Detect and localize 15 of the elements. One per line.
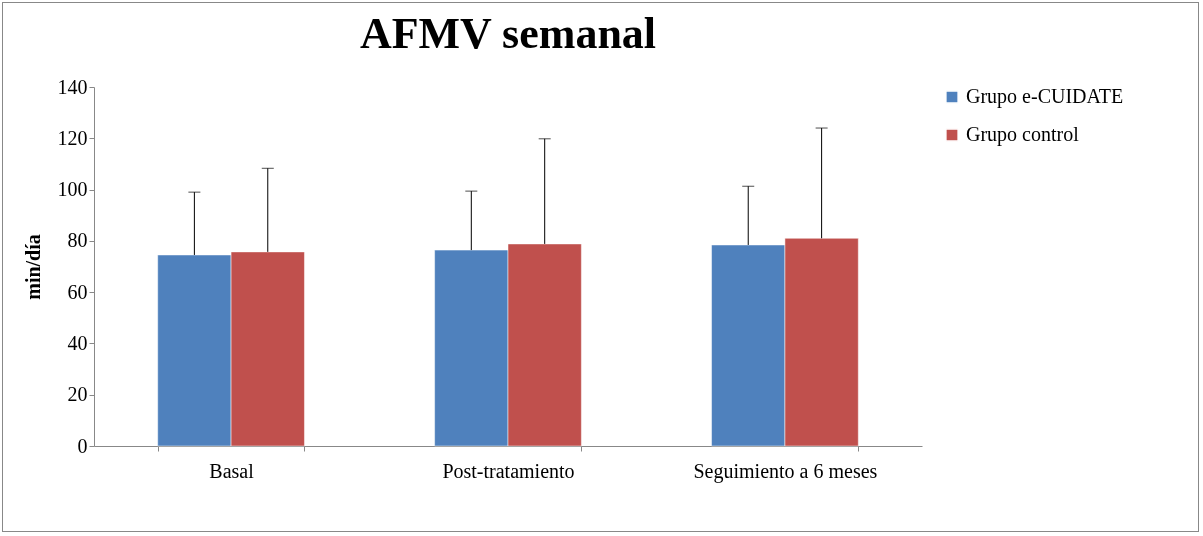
- y-tick-label: 100: [57, 178, 88, 201]
- legend-label: Grupo control: [966, 123, 1080, 146]
- y-tick-label: 40: [67, 331, 88, 354]
- legend-label: Grupo e-CUIDATE: [966, 85, 1124, 108]
- chart-title: AFMV semanal: [359, 9, 657, 58]
- y-axis-title: min/día: [21, 234, 44, 300]
- x-tick-label: Post-tratamiento: [442, 459, 575, 482]
- y-tick-label: 140: [57, 75, 88, 98]
- y-tick-label: 20: [67, 383, 88, 406]
- x-tick-label: Seguimiento a 6 meses: [693, 459, 878, 483]
- y-tick-label: 80: [67, 229, 88, 252]
- x-tick-label: Basal: [209, 459, 255, 482]
- y-tick-label: 60: [67, 280, 88, 303]
- y-tick-label: 120: [57, 126, 88, 149]
- y-tick-label: 0: [77, 434, 88, 457]
